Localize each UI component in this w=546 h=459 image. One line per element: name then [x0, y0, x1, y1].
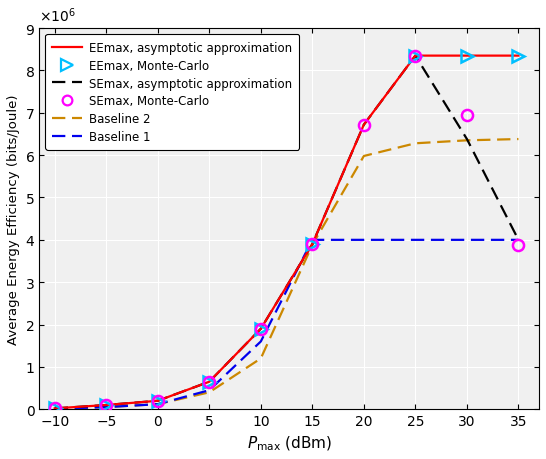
Text: $\times10^6$: $\times10^6$	[39, 7, 76, 25]
Legend: EEmax, asymptotic approximation, EEmax, Monte-Carlo, SEmax, asymptotic approxima: EEmax, asymptotic approximation, EEmax, …	[45, 35, 299, 151]
Y-axis label: Average Energy Efficiency (bits/Joule): Average Energy Efficiency (bits/Joule)	[7, 94, 20, 344]
X-axis label: $P_\mathrm{max}$ (dBm): $P_\mathrm{max}$ (dBm)	[246, 434, 332, 452]
